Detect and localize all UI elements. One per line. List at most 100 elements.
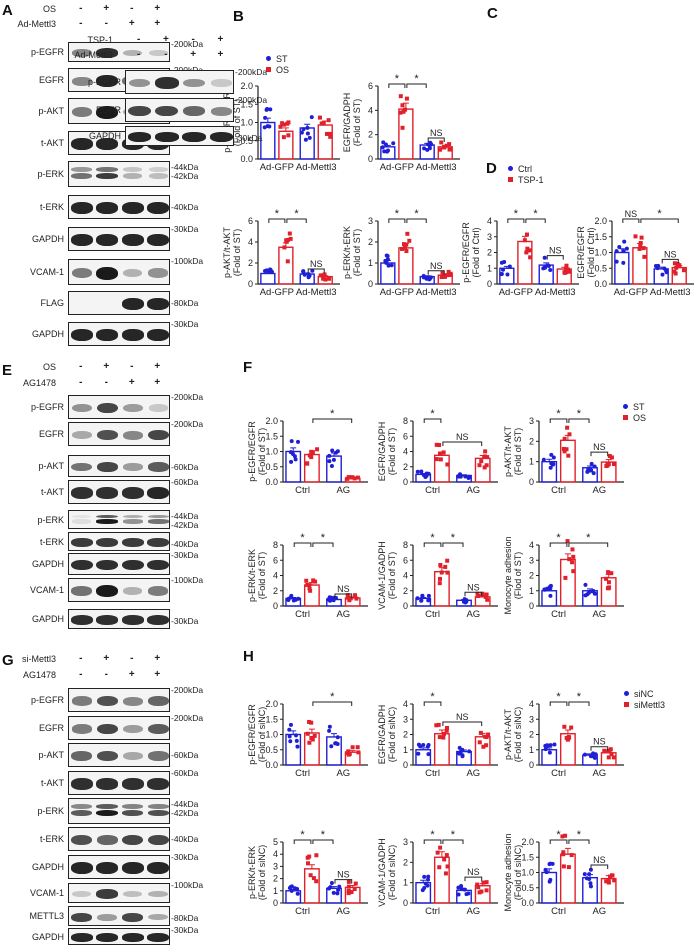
protein-band bbox=[71, 167, 93, 173]
svg-text:*: * bbox=[451, 532, 456, 544]
svg-text:Ctrl: Ctrl bbox=[425, 906, 440, 917]
protein-band bbox=[121, 487, 144, 499]
svg-text:6: 6 bbox=[403, 431, 408, 441]
svg-text:*: * bbox=[430, 532, 435, 544]
svg-text:3: 3 bbox=[273, 861, 278, 871]
svg-text:AG: AG bbox=[592, 768, 606, 779]
protein-band bbox=[147, 462, 169, 472]
svg-text:4: 4 bbox=[403, 447, 408, 457]
molecular-weight-marker: -80kDa bbox=[171, 913, 199, 923]
protein-band bbox=[96, 750, 118, 762]
svg-text:4: 4 bbox=[248, 237, 253, 247]
svg-text:p-EGFR/EGFR(Fold of Ctrl): p-EGFR/EGFR(Fold of Ctrl) bbox=[461, 222, 481, 283]
svg-text:VCAM-1/GADPH(Fold of siNC): VCAM-1/GADPH(Fold of siNC) bbox=[377, 838, 397, 907]
molecular-weight-marker: -30kDa bbox=[171, 224, 199, 234]
condition-label: AG1478 bbox=[22, 378, 56, 388]
legend-marker-circle-icon bbox=[266, 56, 271, 61]
svg-text:*: * bbox=[321, 829, 326, 841]
protein-band bbox=[122, 403, 143, 413]
svg-text:AG: AG bbox=[466, 609, 480, 620]
svg-text:1: 1 bbox=[403, 745, 408, 755]
legend-marker-circle-icon bbox=[508, 166, 513, 171]
protein-band bbox=[121, 559, 144, 571]
protein-band bbox=[71, 696, 92, 706]
panel-letter-c: C bbox=[487, 5, 498, 22]
legend-label: ST bbox=[633, 401, 645, 412]
svg-text:2: 2 bbox=[403, 586, 408, 596]
molecular-weight-marker: -200kDa bbox=[171, 685, 204, 695]
svg-text:*: * bbox=[395, 208, 400, 220]
protein-band bbox=[96, 462, 118, 472]
protein-band bbox=[96, 804, 119, 810]
bar-chart-b-3: 0 1 2 3 * * NS Ad-GFP Ad-Mettl3 p-ERK/t-ERK(Fold … bbox=[342, 208, 460, 303]
blot-membrane bbox=[68, 553, 170, 575]
svg-text:3: 3 bbox=[403, 837, 408, 847]
protein-band bbox=[121, 615, 144, 625]
svg-text:AG: AG bbox=[592, 485, 606, 496]
molecular-weight-marker: -200kDa bbox=[235, 67, 268, 77]
svg-text:*: * bbox=[577, 408, 582, 420]
condition-label: TSP-1 bbox=[87, 35, 113, 45]
protein-band bbox=[70, 234, 93, 246]
svg-text:NS: NS bbox=[625, 209, 638, 219]
protein-band bbox=[71, 106, 92, 118]
svg-text:3: 3 bbox=[529, 714, 534, 724]
svg-text:1: 1 bbox=[529, 457, 534, 467]
blot-membrane bbox=[68, 928, 170, 945]
protein-band bbox=[96, 138, 119, 150]
svg-text:p-EGFR/EGFR(Fold of ST): p-EGFR/EGFR(Fold of ST) bbox=[247, 421, 267, 482]
plus-sign: + bbox=[154, 377, 161, 388]
svg-text:1: 1 bbox=[368, 258, 373, 268]
protein-band bbox=[96, 559, 119, 571]
svg-text:NS: NS bbox=[593, 737, 606, 747]
legend-marker-square-icon bbox=[266, 67, 271, 72]
blot-row-label: p-AKT bbox=[38, 461, 64, 471]
svg-text:Ad-GFP: Ad-GFP bbox=[380, 162, 414, 173]
protein-band bbox=[148, 890, 168, 898]
molecular-weight-marker: -100kDa bbox=[171, 880, 204, 890]
svg-text:AG: AG bbox=[336, 906, 350, 917]
blot-membrane bbox=[68, 798, 170, 824]
molecular-weight-marker: -40kDa bbox=[171, 202, 199, 212]
svg-text:*: * bbox=[556, 829, 561, 841]
blot-row-label: t-ERK bbox=[39, 202, 64, 212]
svg-text:Ctrl: Ctrl bbox=[551, 485, 566, 496]
protein-band bbox=[147, 751, 169, 761]
plus-sign: + bbox=[128, 377, 135, 388]
bar-chart-f-6: 0.0 0.5 1.0 1.5 2.0 * Ctrl AG p-EGFR/EGFR(Fold o… bbox=[247, 408, 368, 501]
svg-text:AG: AG bbox=[466, 485, 480, 496]
svg-text:0: 0 bbox=[403, 477, 408, 487]
protein-band bbox=[122, 810, 144, 817]
svg-text:EGFR/EGFR(Fold of Ctrl): EGFR/EGFR(Fold of Ctrl) bbox=[576, 226, 596, 279]
svg-text:2: 2 bbox=[529, 436, 534, 446]
protein-band bbox=[96, 810, 119, 817]
protein-band bbox=[121, 538, 144, 547]
legend-label: OS bbox=[633, 412, 647, 423]
protein-band bbox=[147, 810, 169, 817]
plus-sign: + bbox=[103, 3, 110, 14]
svg-text:0.0: 0.0 bbox=[265, 760, 278, 770]
protein-band bbox=[148, 913, 169, 921]
blot-membrane bbox=[125, 70, 234, 94]
blot-membrane bbox=[68, 322, 170, 346]
plus-sign: + bbox=[154, 18, 161, 29]
svg-text:Ad-Mettl3: Ad-Mettl3 bbox=[296, 162, 337, 173]
svg-text:2: 2 bbox=[273, 874, 278, 884]
minus-sign: - bbox=[79, 3, 83, 14]
blot-row-label: p-ERK bbox=[37, 806, 64, 816]
protein-band bbox=[147, 933, 169, 942]
condition-label: OS bbox=[42, 4, 56, 14]
protein-band bbox=[72, 514, 92, 519]
protein-band bbox=[70, 933, 93, 942]
svg-text:*: * bbox=[395, 73, 400, 85]
protein-band bbox=[183, 78, 205, 88]
blot-membrane bbox=[68, 455, 170, 477]
molecular-weight-marker: -30kDa bbox=[171, 616, 199, 626]
molecular-weight-marker: -30kDa bbox=[171, 319, 199, 329]
svg-text:*: * bbox=[556, 691, 561, 703]
svg-text:0.5: 0.5 bbox=[240, 136, 253, 146]
svg-text:NS: NS bbox=[337, 584, 350, 594]
protein-band bbox=[155, 77, 179, 89]
svg-text:1.5: 1.5 bbox=[265, 714, 278, 724]
protein-band bbox=[148, 50, 168, 56]
